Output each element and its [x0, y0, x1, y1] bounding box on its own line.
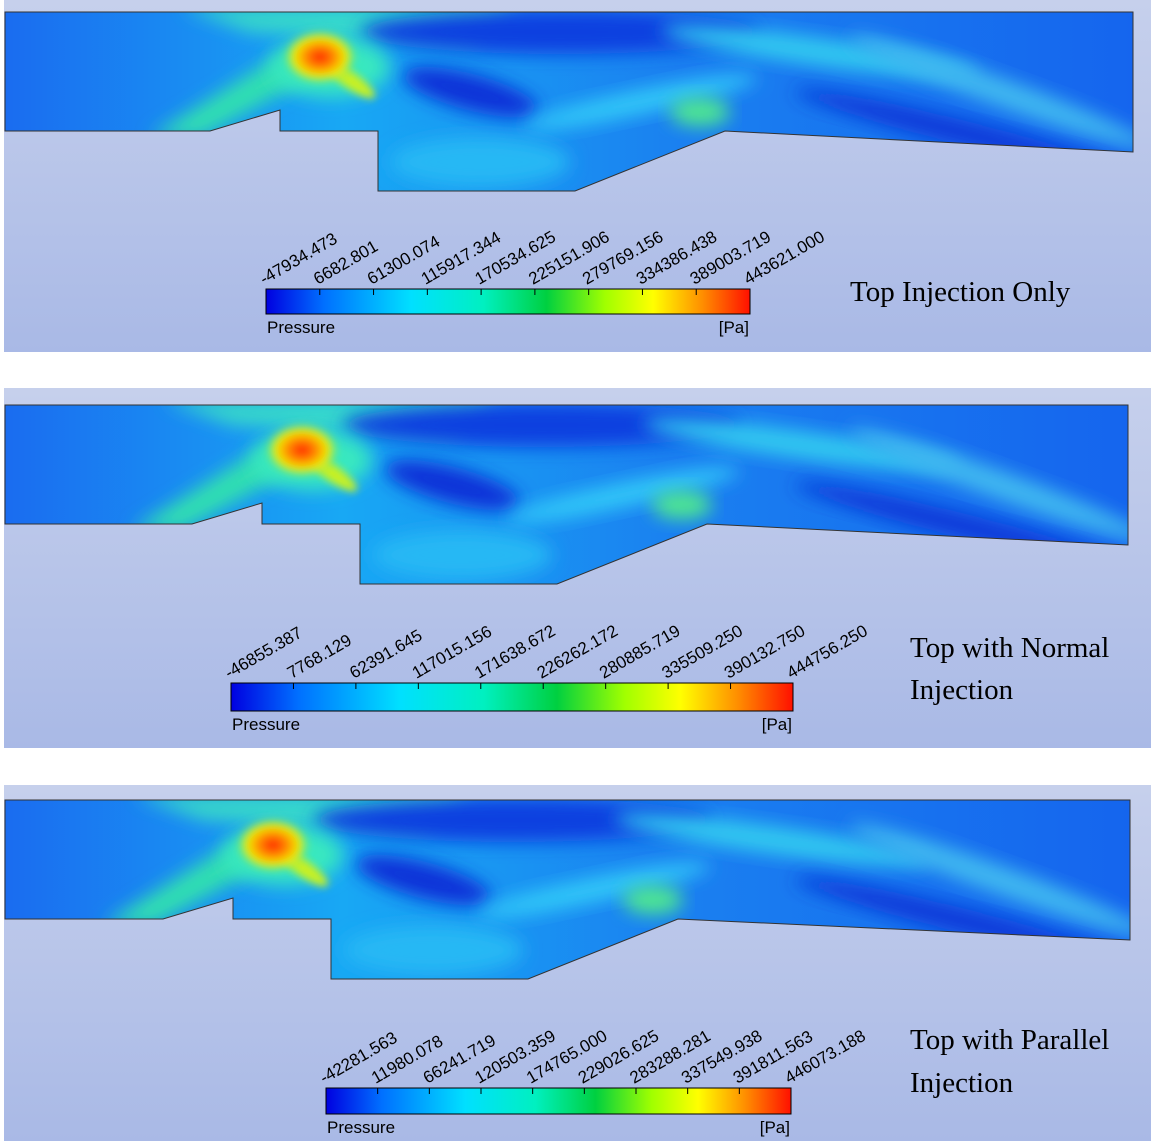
colorbar [231, 683, 793, 711]
flow-feature [670, 98, 730, 126]
panel-label: Injection [910, 1067, 1014, 1099]
legend-unit: [Pa] [762, 715, 792, 734]
panel: -47934.4736682.80161300.074115917.344170… [4, 0, 1151, 352]
panel-label: Top with Normal [910, 632, 1109, 664]
flow-feature [652, 491, 712, 519]
panel-label: Top Injection Only [850, 276, 1071, 308]
colorbar [326, 1088, 791, 1114]
flow-feature [264, 422, 340, 478]
flow-feature [282, 29, 358, 85]
panel-label: Injection [910, 674, 1014, 706]
legend-title: Pressure [267, 318, 335, 337]
flow-feature [623, 886, 683, 914]
panel: -42281.56311980.07866241.719120503.35917… [4, 785, 1151, 1141]
flow-feature [390, 137, 570, 187]
figure: -47934.4736682.80161300.074115917.344170… [0, 0, 1151, 1141]
legend-unit: [Pa] [760, 1118, 790, 1137]
flow-feature [343, 925, 523, 975]
legend-unit: [Pa] [719, 318, 749, 337]
colorbar [266, 289, 750, 314]
legend-title: Pressure [327, 1118, 395, 1137]
legend-title: Pressure [232, 715, 300, 734]
panel-label: Top with Parallel [910, 1024, 1109, 1056]
panel: -46855.3877768.12962391.645117015.156171… [4, 388, 1151, 748]
flow-feature [372, 530, 552, 580]
flow-feature [235, 817, 311, 873]
